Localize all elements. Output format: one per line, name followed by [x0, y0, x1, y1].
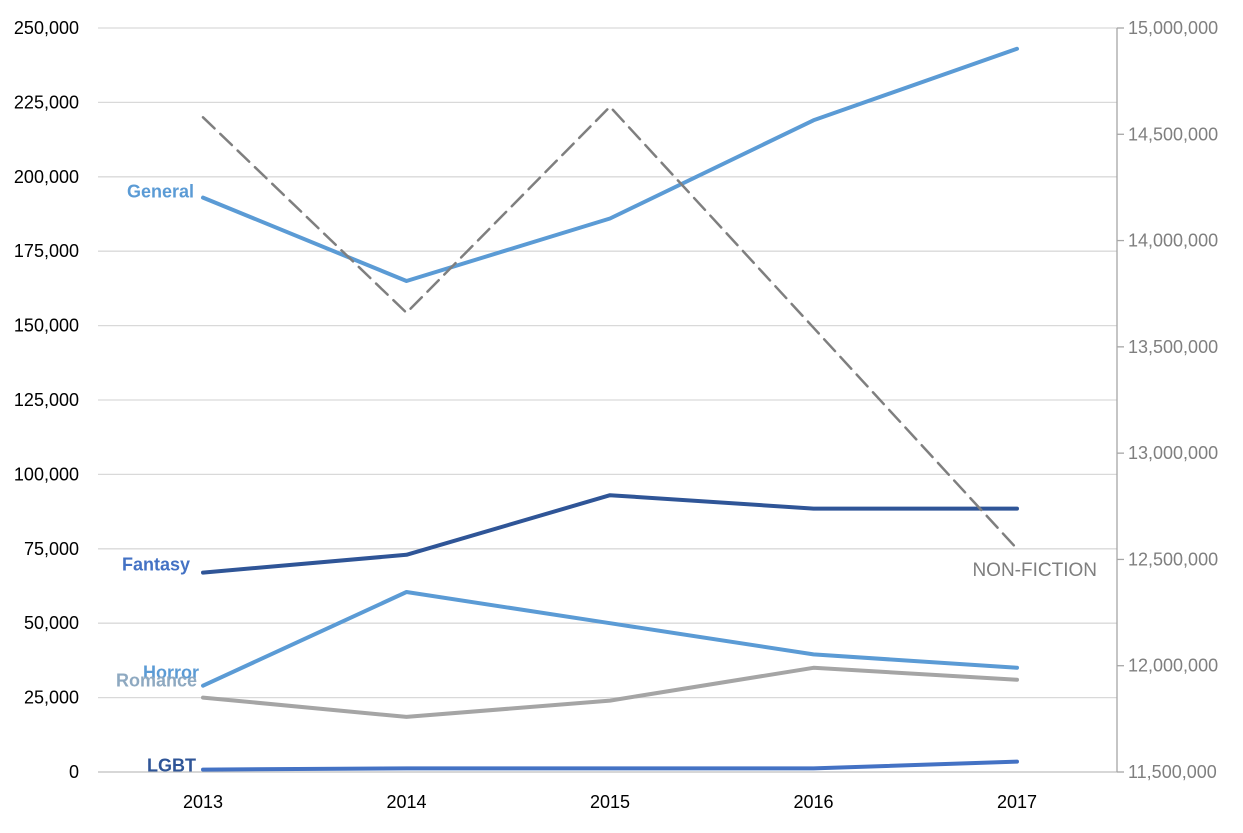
series-label-horror: Horror	[143, 663, 199, 683]
x-axis-ticks: 2013 2014 2015 2016 2017	[183, 792, 1037, 812]
series-line-non-fiction	[201, 105, 1019, 551]
right-tick-label: 12,500,000	[1128, 549, 1218, 569]
series-label-lgbt: LGBT	[147, 756, 196, 776]
right-tick-label: 11,500,000	[1128, 762, 1217, 782]
series-label-non-fiction: NON-FICTION	[972, 560, 1097, 581]
left-tick-label: 75,000	[24, 539, 79, 559]
gridlines	[98, 27, 1117, 773]
right-tick-label: 13,000,000	[1128, 443, 1218, 463]
left-tick-label: 150,000	[14, 316, 79, 336]
left-tick-label: 225,000	[14, 92, 79, 112]
x-tick-label: 2014	[386, 792, 426, 812]
x-tick-label: 2016	[793, 792, 833, 812]
right-tick-label: 15,000,000	[1128, 18, 1218, 38]
left-tick-label: 100,000	[14, 464, 79, 484]
series-line-romance	[201, 665, 1019, 719]
series-label-general: General	[127, 182, 194, 202]
left-tick-label: 0	[69, 762, 79, 782]
left-tick-label: 200,000	[14, 167, 79, 187]
series-line-lgbt	[201, 759, 1019, 772]
left-tick-label: 25,000	[24, 688, 79, 708]
x-tick-label: 2013	[183, 792, 223, 812]
series-label-romance: Romance	[116, 671, 197, 691]
series-line-fantasy	[201, 493, 1019, 575]
right-axis: 11,500,000 12,000,000 12,500,000 13,000,000…	[1116, 18, 1218, 782]
series-line-general	[201, 46, 1019, 283]
series-lines	[201, 46, 1019, 772]
right-tick-label: 12,000,000	[1128, 656, 1218, 676]
series-line-horror	[201, 590, 1019, 688]
left-tick-label: 250,000	[14, 18, 79, 38]
left-tick-label: 50,000	[24, 613, 79, 633]
left-axis-ticks: 0 25,000 50,000 75,000 100,000 125,000 150,000…	[14, 18, 79, 782]
left-tick-label: 125,000	[14, 390, 79, 410]
right-tick-label: 14,500,000	[1128, 124, 1218, 144]
x-tick-label: 2015	[590, 792, 630, 812]
series-label-fantasy: Fantasy	[122, 555, 190, 575]
right-tick-label: 13,500,000	[1128, 337, 1218, 357]
left-tick-label: 175,000	[14, 241, 79, 261]
x-tick-label: 2017	[997, 792, 1037, 812]
right-tick-label: 14,000,000	[1128, 231, 1218, 251]
